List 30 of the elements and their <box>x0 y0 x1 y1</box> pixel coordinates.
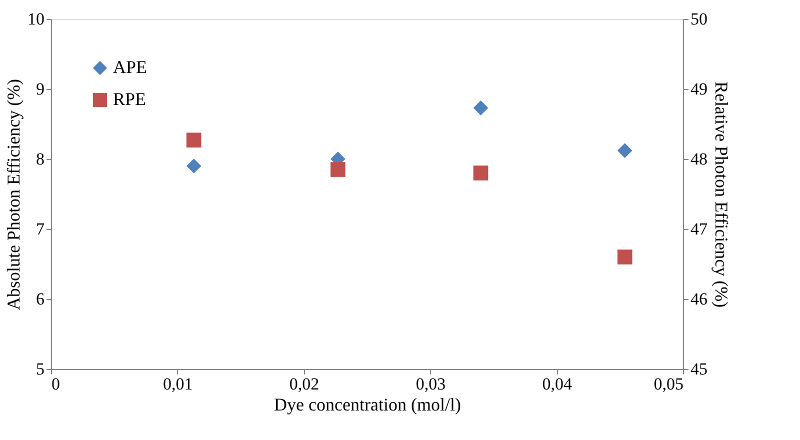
y2-tick-label: 48 <box>690 150 708 168</box>
y-tick-label: 8 <box>36 150 44 168</box>
legend-label: APE <box>113 57 148 77</box>
y-tick-label: 7 <box>36 220 45 238</box>
y-axis-title: Absolute Photon Efficiency (%) <box>4 78 24 310</box>
y2-tick-label: 49 <box>690 80 708 98</box>
point <box>473 166 488 180</box>
x-axis-title: Dye concentration (mol/l) <box>274 394 461 414</box>
x-tick-label: 0,02 <box>289 374 320 394</box>
point <box>186 158 202 174</box>
point <box>617 250 632 264</box>
y2-tick-label: 47 <box>690 220 708 238</box>
x-tick-label: 0,03 <box>416 374 446 394</box>
y-tick-label: 6 <box>36 290 44 308</box>
point <box>473 100 488 116</box>
legend-label: RPE <box>113 89 146 109</box>
y-tick-label: 9 <box>36 80 44 98</box>
x-tick-label: 0 <box>52 374 60 394</box>
y-tick-label: 5 <box>36 360 44 378</box>
point <box>617 143 632 158</box>
x-tick-label: 0,01 <box>163 374 193 394</box>
y2-tick-label: 46 <box>690 290 708 308</box>
point <box>186 132 202 148</box>
x-tick-label: 0,05 <box>654 374 684 394</box>
y2-tick-label: 45 <box>690 360 708 378</box>
x-tick-label: 0,04 <box>542 374 572 394</box>
y-tick-label: 10 <box>28 10 44 28</box>
y2-tick-label: 50 <box>690 10 708 28</box>
y2-axis-title: Relative Photon Efficiency (%) <box>712 81 732 308</box>
point <box>330 162 346 177</box>
